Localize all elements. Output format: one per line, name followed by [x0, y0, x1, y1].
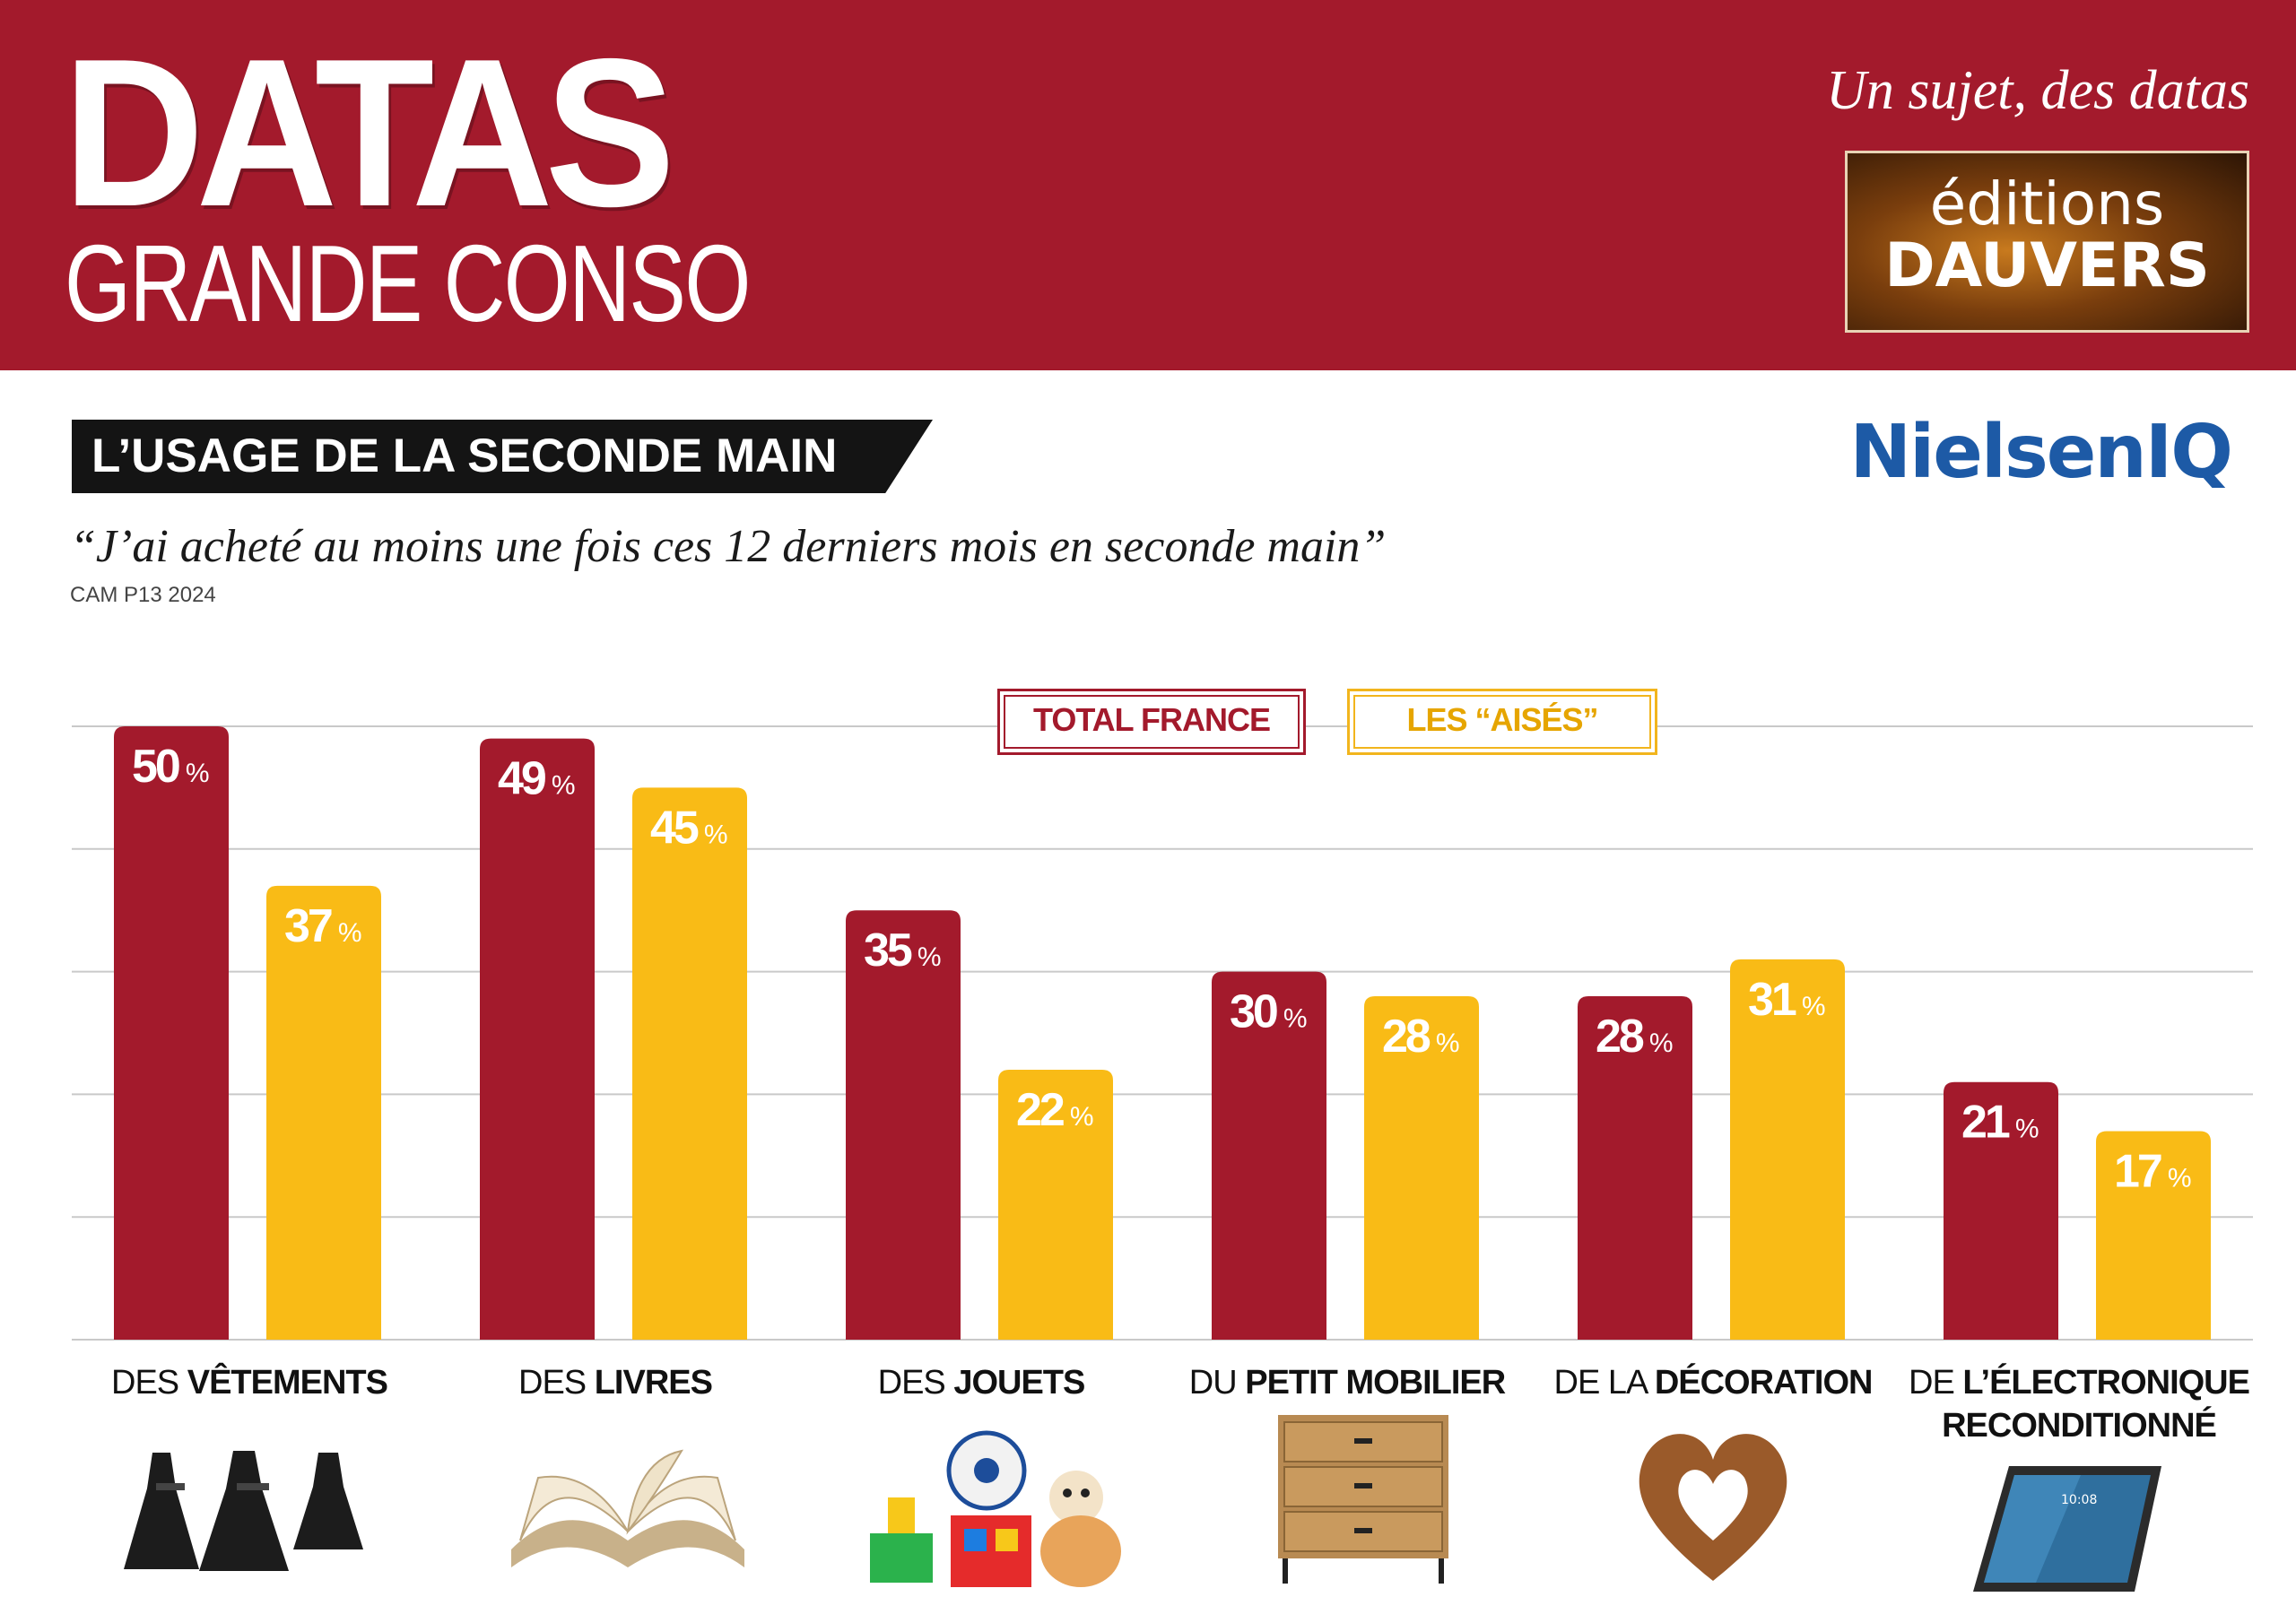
open-book-illustration	[511, 1449, 744, 1567]
bar-value-unit: %	[1070, 1102, 1094, 1132]
category-label-electronique-line2: RECONDITIONNÉ	[1942, 1407, 2217, 1445]
bar-value-number: 28	[1596, 1011, 1644, 1063]
legend-total-france: TOTAL FRANCE	[997, 689, 1306, 755]
bar-value-unit: %	[1436, 1028, 1460, 1058]
category-label-vetements: DES VÊTEMENTS	[111, 1364, 388, 1402]
bar-value-number: 21	[1961, 1097, 2010, 1149]
bar-aises-0	[266, 885, 381, 1340]
bar-value-number: 31	[1748, 974, 1796, 1026]
bar-value-label-aises-2: 22%	[1016, 1084, 1094, 1136]
bar-value-number: 45	[650, 802, 699, 854]
bar-value-number: 30	[1230, 986, 1277, 1038]
bar-value-number: 50	[132, 741, 179, 793]
bar-value-label-aises-5: 17%	[2114, 1145, 2192, 1197]
bar-value-number: 22	[1016, 1084, 1064, 1136]
bar-value-label-total-france-2: 35%	[864, 924, 942, 976]
publisher-logo-line1: éditions	[1929, 169, 2165, 239]
wooden-heart-illustration	[1639, 1434, 1787, 1581]
bar-value-label-aises-1: 45%	[650, 802, 728, 854]
bar-value-label-total-france-1: 49%	[498, 753, 576, 805]
brand-title: DATAS	[63, 14, 675, 250]
bar-aises-1	[632, 787, 747, 1340]
header-band: DATAS GRANDE CONSO Un sujet, des datas é…	[0, 0, 2296, 370]
chest-of-drawers-illustration	[1278, 1415, 1448, 1584]
bar-value-label-aises-3: 28%	[1382, 1011, 1460, 1063]
bar-total-france-4	[1578, 995, 1692, 1340]
bar-value-unit: %	[338, 918, 362, 948]
toys-illustration	[870, 1430, 1121, 1587]
bar-value-unit: %	[1649, 1028, 1674, 1058]
bar-value-number: 35	[864, 924, 912, 976]
source-note: CAM P13 2024	[70, 583, 216, 607]
bar-total-france-5	[1944, 1081, 2058, 1340]
bar-aises-3	[1364, 995, 1479, 1340]
bar-value-number: 49	[498, 753, 545, 805]
bar-total-france-1	[480, 738, 595, 1340]
category-label-petit-mobilier: DU PETIT MOBILIER	[1188, 1364, 1506, 1402]
bar-value-unit: %	[552, 771, 576, 801]
category-label-electronique: DE L’ÉLECTRONIQUE RECONDITIONNÉ	[1909, 1364, 2250, 1445]
nielseniq-logo: NielsenIQ	[1849, 410, 2233, 495]
survey-question: “J’ai acheté au moins une fois ces 12 de…	[70, 521, 1387, 572]
publisher-logo: éditions DAUVERS	[1845, 151, 2249, 333]
legend-les-aises: LES “AISÉS”	[1347, 689, 1657, 755]
section-title-ribbon: L’USAGE DE LA SECONDE MAIN	[72, 420, 933, 493]
bar-value-unit: %	[1283, 1004, 1308, 1034]
category-label-decoration: DE LA DÉCORATION	[1553, 1364, 1874, 1402]
bar-total-france-3	[1212, 971, 1326, 1340]
bar-value-unit: %	[704, 820, 728, 849]
bar-value-number: 17	[2114, 1145, 2161, 1197]
bar-value-unit: %	[2168, 1163, 2192, 1193]
bar-value-unit: %	[186, 759, 210, 788]
bar-value-label-aises-4: 31%	[1748, 974, 1826, 1026]
bar-aises-2	[998, 1070, 1113, 1340]
tablet-clock: 10:08	[2061, 1493, 2097, 1507]
category-label-jouets: DES JOUETS	[877, 1364, 1086, 1402]
publisher-logo-line2: DAUVERS	[1884, 230, 2210, 301]
tagline: Un sujet, des datas	[1826, 60, 2249, 121]
bar-value-number: 37	[284, 900, 332, 952]
bar-value-label-total-france-3: 30%	[1230, 986, 1308, 1038]
bar-value-unit: %	[918, 942, 942, 972]
category-label-livres: DES LIVRES	[518, 1364, 713, 1402]
bar-value-unit: %	[2015, 1115, 2039, 1144]
bar-value-unit: %	[1802, 992, 1826, 1021]
dresses-illustration	[124, 1451, 363, 1571]
bar-value-label-total-france-0: 50%	[132, 741, 210, 793]
bar-value-label-total-france-4: 28%	[1596, 1011, 1674, 1063]
bar-aises-5	[2096, 1131, 2211, 1340]
bar-value-label-aises-0: 37%	[284, 900, 362, 952]
bar-aises-4	[1730, 959, 1845, 1340]
bar-total-france-0	[114, 726, 229, 1340]
bar-value-label-total-france-5: 21%	[1961, 1097, 2039, 1149]
brand-subtitle: GRANDE CONSO	[65, 222, 751, 344]
section-title: L’USAGE DE LA SECONDE MAIN	[91, 430, 838, 482]
tablet-illustration: 10:08	[1973, 1466, 2161, 1592]
bar-value-number: 28	[1382, 1011, 1431, 1063]
bar-total-france-2	[846, 910, 961, 1340]
